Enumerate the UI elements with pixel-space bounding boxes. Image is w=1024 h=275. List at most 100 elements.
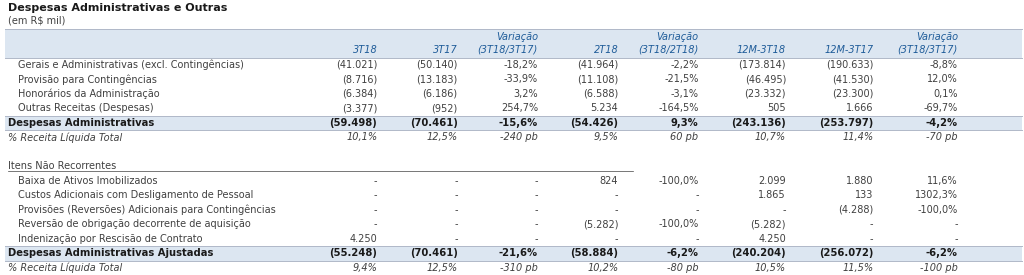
Text: 12M-3T17: 12M-3T17 (824, 45, 873, 55)
Text: -310 pb: -310 pb (500, 263, 538, 273)
Text: 60 pb: 60 pb (671, 132, 698, 142)
Text: -240 pb: -240 pb (500, 132, 538, 142)
Text: Itens Não Recorrentes: Itens Não Recorrentes (8, 161, 117, 171)
Text: (190.633): (190.633) (826, 60, 873, 70)
Text: -: - (695, 190, 698, 200)
Text: -: - (535, 205, 538, 215)
Text: Indenização por Rescisão de Contrato: Indenização por Rescisão de Contrato (18, 234, 203, 244)
Text: -: - (870, 234, 873, 244)
Text: 824: 824 (600, 176, 618, 186)
Text: -69,7%: -69,7% (924, 103, 957, 114)
Text: (3T18/3T17): (3T18/3T17) (898, 45, 957, 55)
Text: -: - (614, 190, 618, 200)
Text: -18,2%: -18,2% (504, 60, 538, 70)
Text: -: - (454, 190, 458, 200)
Text: (58.884): (58.884) (570, 248, 618, 258)
Text: 2.099: 2.099 (759, 176, 786, 186)
Text: (70.461): (70.461) (410, 118, 458, 128)
Text: (240.204): (240.204) (731, 248, 786, 258)
Text: (41.021): (41.021) (336, 60, 377, 70)
Text: (3T18/2T18): (3T18/2T18) (638, 45, 698, 55)
Text: 10,5%: 10,5% (755, 263, 786, 273)
Bar (5, 29, 1022, 58)
Text: (6.186): (6.186) (423, 89, 458, 99)
Text: 3T17: 3T17 (433, 45, 458, 55)
Text: (41.964): (41.964) (577, 60, 618, 70)
Text: 133: 133 (855, 190, 873, 200)
Text: -: - (695, 205, 698, 215)
Text: -6,2%: -6,2% (667, 248, 698, 258)
Text: -: - (535, 176, 538, 186)
Text: 3,2%: 3,2% (513, 89, 538, 99)
Text: Despesas Administrativas e Outras: Despesas Administrativas e Outras (8, 3, 227, 13)
Text: -: - (454, 205, 458, 215)
Text: -: - (374, 190, 377, 200)
Text: (50.140): (50.140) (416, 60, 458, 70)
Text: -70 pb: -70 pb (927, 132, 957, 142)
Text: (23.332): (23.332) (744, 89, 786, 99)
Text: (253.797): (253.797) (819, 118, 873, 128)
Text: (3T18/3T17): (3T18/3T17) (477, 45, 538, 55)
Text: 1.666: 1.666 (846, 103, 873, 114)
Text: -100,0%: -100,0% (658, 219, 698, 229)
Text: 2T18: 2T18 (594, 45, 618, 55)
Text: (13.183): (13.183) (417, 75, 458, 84)
Text: (em R$ mil): (em R$ mil) (8, 16, 66, 26)
Text: (3.377): (3.377) (342, 103, 377, 114)
Text: -: - (535, 234, 538, 244)
Text: (6.384): (6.384) (342, 89, 377, 99)
Text: Baixa de Ativos Imobilizados: Baixa de Ativos Imobilizados (18, 176, 158, 186)
Text: Gerais e Administrativas (excl. Contingências): Gerais e Administrativas (excl. Contingê… (18, 60, 245, 70)
Text: 9,4%: 9,4% (352, 263, 377, 273)
Text: % Receita Líquida Total: % Receita Líquida Total (8, 263, 123, 273)
Text: Variação: Variação (496, 32, 538, 42)
Text: (5.282): (5.282) (583, 219, 618, 229)
Text: -: - (954, 234, 957, 244)
Text: -8,8%: -8,8% (930, 60, 957, 70)
Text: 1.880: 1.880 (846, 176, 873, 186)
Text: -33,9%: -33,9% (504, 75, 538, 84)
Text: 4.250: 4.250 (349, 234, 377, 244)
Text: (243.136): (243.136) (731, 118, 786, 128)
Text: (55.248): (55.248) (330, 248, 377, 258)
Text: (4.288): (4.288) (839, 205, 873, 215)
Text: -100 pb: -100 pb (920, 263, 957, 273)
Text: 12,0%: 12,0% (927, 75, 957, 84)
Text: 505: 505 (767, 103, 786, 114)
Text: (59.498): (59.498) (330, 118, 377, 128)
Text: -: - (454, 234, 458, 244)
Text: -4,2%: -4,2% (926, 118, 957, 128)
Text: (952): (952) (431, 103, 458, 114)
Text: 1302,3%: 1302,3% (914, 190, 957, 200)
Text: 10,7%: 10,7% (755, 132, 786, 142)
Text: (41.530): (41.530) (833, 75, 873, 84)
Text: -: - (454, 219, 458, 229)
Bar (5, 116, 1022, 130)
Text: 254,7%: 254,7% (501, 103, 538, 114)
Text: 0,1%: 0,1% (933, 89, 957, 99)
Text: -: - (954, 219, 957, 229)
Text: -: - (454, 176, 458, 186)
Text: 12,5%: 12,5% (426, 263, 458, 273)
Text: Outras Receitas (Despesas): Outras Receitas (Despesas) (18, 103, 154, 114)
Text: -: - (695, 234, 698, 244)
Text: -: - (374, 205, 377, 215)
Text: -: - (614, 234, 618, 244)
Text: -15,6%: -15,6% (499, 118, 538, 128)
Text: Despesas Administrativas: Despesas Administrativas (8, 118, 155, 128)
Text: 10,1%: 10,1% (346, 132, 377, 142)
Text: 4.250: 4.250 (759, 234, 786, 244)
Text: (70.461): (70.461) (410, 248, 458, 258)
Text: (8.716): (8.716) (342, 75, 377, 84)
Text: -21,5%: -21,5% (665, 75, 698, 84)
Text: (54.426): (54.426) (570, 118, 618, 128)
Text: -3,1%: -3,1% (671, 89, 698, 99)
Text: Reversão de obrigação decorrente de aquisição: Reversão de obrigação decorrente de aqui… (18, 219, 251, 229)
Text: -164,5%: -164,5% (658, 103, 698, 114)
Text: 1.865: 1.865 (759, 190, 786, 200)
Text: -: - (374, 219, 377, 229)
Text: 11,5%: 11,5% (843, 263, 873, 273)
Text: Variação: Variação (656, 32, 698, 42)
Text: 12M-3T18: 12M-3T18 (737, 45, 786, 55)
Text: 5.234: 5.234 (591, 103, 618, 114)
